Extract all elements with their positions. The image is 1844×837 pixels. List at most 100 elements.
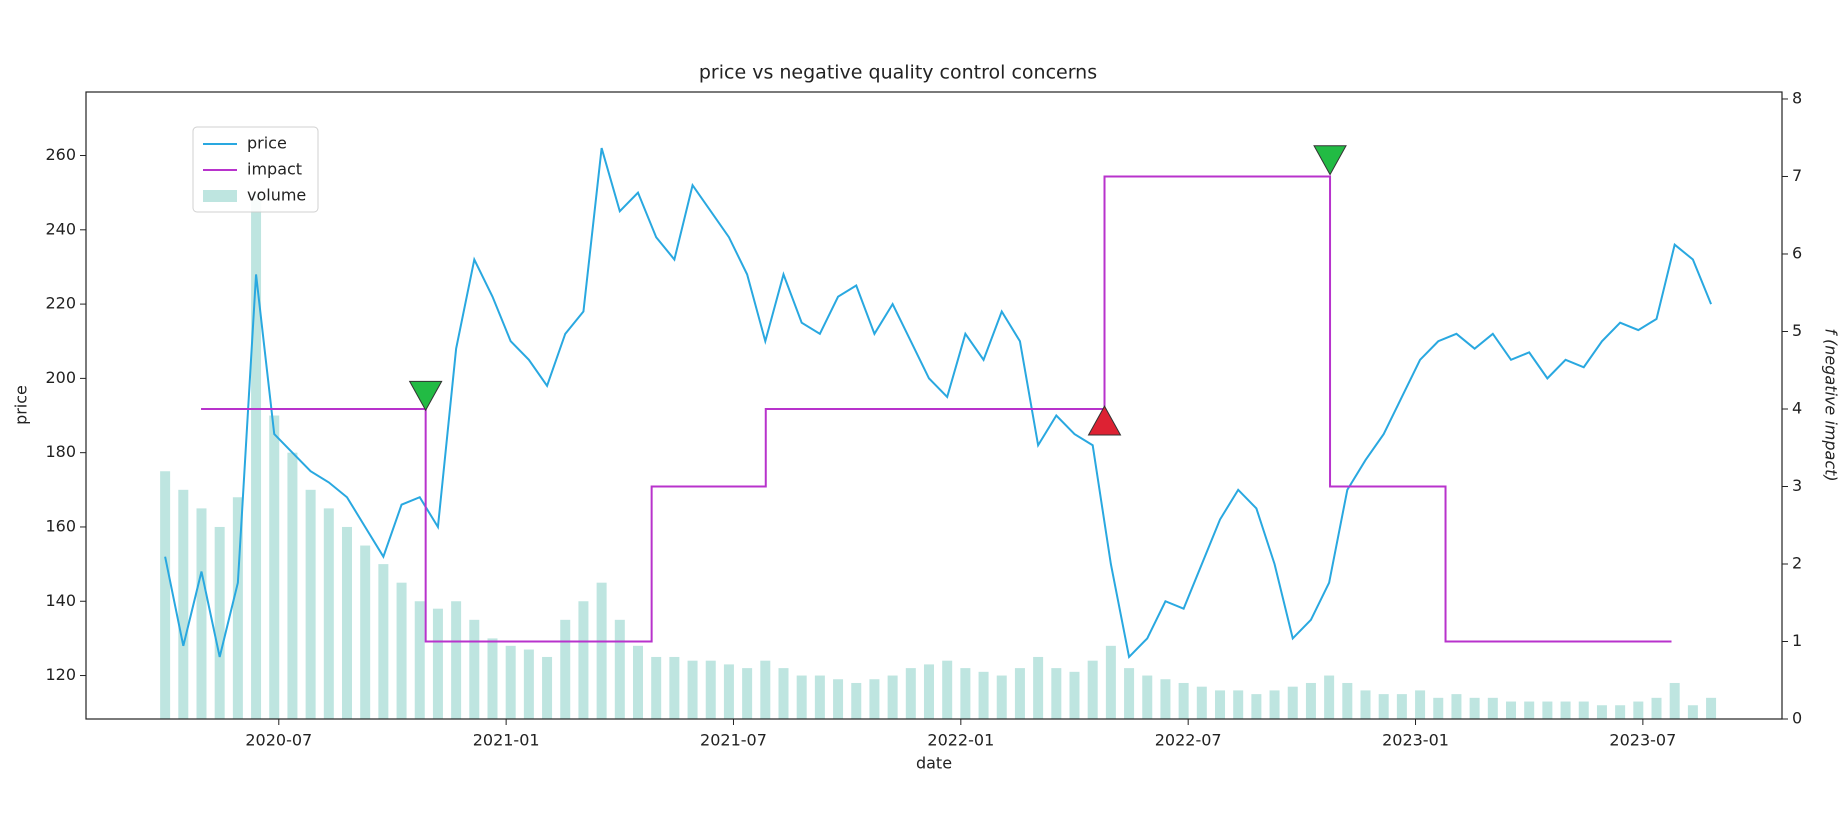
- y-tick-label: 220: [45, 294, 76, 313]
- volume-bar: [1378, 694, 1389, 719]
- volume-bar: [723, 664, 734, 719]
- legend-label: impact: [247, 160, 302, 179]
- volume-bar: [1105, 645, 1116, 719]
- volume-bar: [905, 668, 916, 719]
- volume-bar: [341, 526, 352, 719]
- volume-bar: [869, 679, 880, 719]
- x-tick-label: 2021-01: [473, 731, 540, 750]
- volume-bar: [1524, 701, 1535, 719]
- y-tick-label: 180: [45, 442, 76, 461]
- volume-bar: [1051, 668, 1062, 719]
- volume-bar: [196, 508, 207, 719]
- volume-bar: [687, 660, 698, 719]
- volume-bar: [978, 671, 989, 719]
- volume-bar: [923, 664, 934, 719]
- y2-tick-label: 1: [1792, 631, 1802, 650]
- volume-bar: [1342, 682, 1353, 719]
- volume-bar: [1433, 697, 1444, 719]
- volume-bar: [887, 675, 898, 719]
- y-tick-label: 200: [45, 368, 76, 387]
- volume-bar: [1633, 701, 1644, 719]
- volume-bar: [323, 508, 334, 719]
- event-marker: [1313, 145, 1347, 176]
- y2-tick-label: 6: [1792, 243, 1802, 262]
- volume-bar: [996, 675, 1007, 719]
- volume-bar: [414, 601, 425, 719]
- volume-bar: [1178, 682, 1189, 719]
- x-tick-label: 2022-01: [927, 731, 994, 750]
- legend-label: price: [247, 134, 287, 153]
- series-line: [201, 175, 1672, 643]
- volume-bar: [669, 656, 680, 719]
- volume-bar: [1287, 686, 1298, 719]
- volume-bar: [432, 608, 443, 719]
- volume-bar: [1578, 701, 1589, 719]
- volume-bar: [523, 649, 534, 719]
- volume-bar: [578, 601, 589, 719]
- volume-bar: [1415, 690, 1426, 719]
- volume-bar: [1396, 694, 1407, 719]
- volume-bar: [1560, 701, 1571, 719]
- y2-axis-label: f (negative impact): [1822, 328, 1841, 481]
- volume-bar: [396, 582, 407, 719]
- legend-label: volume: [247, 186, 306, 205]
- volume-bar: [1687, 705, 1698, 719]
- volume-bar: [1324, 675, 1335, 719]
- volume-bar: [1233, 690, 1244, 719]
- volume-bar: [814, 675, 825, 719]
- chart-title: price vs negative quality control concer…: [699, 62, 1097, 84]
- y2-tick-label: 7: [1792, 166, 1802, 185]
- y2-tick-label: 2: [1792, 553, 1802, 572]
- volume-bar: [705, 660, 716, 719]
- volume-bar: [451, 601, 462, 719]
- volume-bar: [796, 675, 807, 719]
- volume-bar: [1087, 660, 1098, 719]
- volume-bar: [269, 415, 280, 719]
- volume-bar: [1014, 668, 1025, 719]
- volume-bar: [1069, 671, 1080, 719]
- volume-bar: [505, 645, 516, 719]
- legend-swatch: [203, 190, 237, 202]
- volume-bar: [542, 656, 553, 719]
- volume-bar: [614, 619, 625, 719]
- volume-bar: [305, 489, 316, 719]
- volume-bar: [632, 645, 643, 719]
- volume-bar: [1542, 701, 1553, 719]
- volume-bar: [1269, 690, 1280, 719]
- volume-bar: [1033, 656, 1044, 719]
- volume-bar: [1451, 694, 1462, 719]
- volume-bar: [1487, 697, 1498, 719]
- event-marker: [1087, 405, 1122, 436]
- volume-bar: [1215, 690, 1226, 719]
- volume-bar: [960, 668, 971, 719]
- y2-tick-label: 3: [1792, 476, 1802, 495]
- volume-bar: [469, 619, 480, 719]
- volume-bar: [942, 660, 953, 719]
- volume-bar: [778, 668, 789, 719]
- volume-bar: [287, 452, 298, 719]
- volume-bar: [360, 545, 371, 719]
- y-axis-label: price: [12, 385, 31, 425]
- y-tick-label: 120: [45, 665, 76, 684]
- y2-tick-label: 8: [1792, 88, 1802, 107]
- volume-bar: [160, 471, 171, 719]
- volume-bar: [760, 660, 771, 719]
- plot-frame: [85, 91, 1783, 720]
- x-tick-label: 2022-07: [1155, 731, 1222, 750]
- volume-bar: [487, 638, 498, 719]
- y2-tick-label: 0: [1792, 709, 1802, 728]
- volume-bar: [596, 582, 607, 719]
- y-tick-label: 160: [45, 516, 76, 535]
- volume-bar: [1124, 668, 1135, 719]
- event-marker: [408, 380, 443, 412]
- volume-bar: [1196, 686, 1207, 719]
- volume-bar: [1360, 690, 1371, 719]
- x-tick-label: 2023-07: [1609, 731, 1676, 750]
- volume-bar: [1142, 675, 1153, 719]
- y-tick-label: 260: [45, 145, 76, 164]
- volume-bar: [742, 668, 753, 719]
- volume-bar: [1669, 682, 1680, 719]
- volume-bar: [214, 526, 225, 719]
- volume-bar: [1596, 705, 1607, 719]
